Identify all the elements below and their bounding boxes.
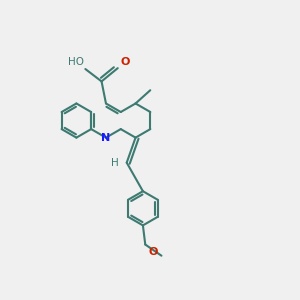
Text: O: O bbox=[120, 57, 130, 67]
Text: N: N bbox=[101, 133, 111, 142]
Text: H: H bbox=[111, 158, 119, 168]
Text: HO: HO bbox=[68, 57, 84, 67]
Text: O: O bbox=[148, 247, 158, 257]
